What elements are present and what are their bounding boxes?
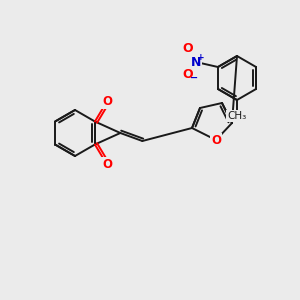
Text: O: O: [183, 68, 193, 80]
Text: O: O: [102, 95, 112, 108]
Text: O: O: [102, 158, 112, 171]
Text: O: O: [183, 41, 193, 55]
Text: CH₃: CH₃: [227, 111, 247, 121]
Text: +: +: [197, 52, 205, 62]
Text: N: N: [191, 56, 201, 68]
Text: −: −: [190, 73, 198, 83]
Text: O: O: [211, 134, 221, 146]
